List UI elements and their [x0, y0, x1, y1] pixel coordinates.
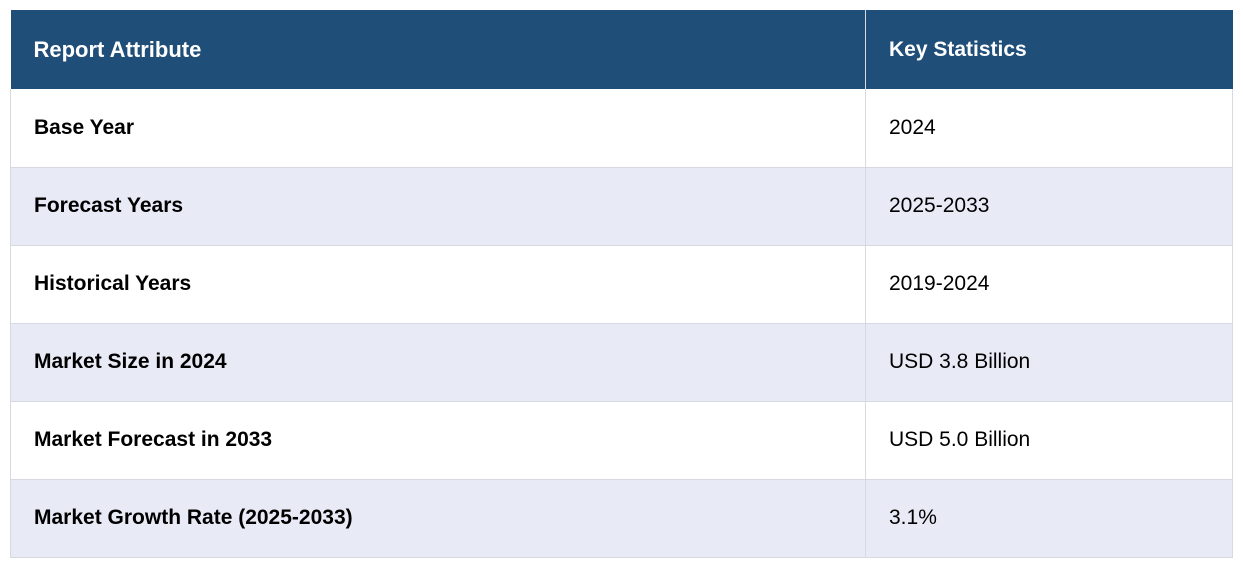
table-header: Report Attribute Key Statistics — [10, 10, 1233, 89]
report-stats-table: Report Attribute Key Statistics Base Yea… — [10, 10, 1233, 558]
header-key-statistics: Key Statistics — [865, 10, 1233, 89]
row-value: 2025-2033 — [865, 167, 1233, 246]
table-row: Historical Years 2019-2024 — [10, 245, 1233, 324]
table-row: Market Forecast in 2033 USD 5.0 Billion — [10, 401, 1233, 480]
row-attribute: Market Forecast in 2033 — [10, 401, 866, 480]
row-value: 2024 — [865, 89, 1233, 168]
row-value: USD 3.8 Billion — [865, 323, 1233, 402]
row-attribute: Market Growth Rate (2025-2033) — [10, 479, 866, 558]
table-row: Forecast Years 2025-2033 — [10, 167, 1233, 246]
header-report-attribute: Report Attribute — [10, 10, 866, 89]
row-value: USD 5.0 Billion — [865, 401, 1233, 480]
table-row: Market Growth Rate (2025-2033) 3.1% — [10, 479, 1233, 558]
row-value: 2019-2024 — [865, 245, 1233, 324]
table-row: Market Size in 2024 USD 3.8 Billion — [10, 323, 1233, 402]
row-value: 3.1% — [865, 479, 1233, 558]
header-row: Report Attribute Key Statistics — [10, 10, 1233, 89]
row-attribute: Base Year — [10, 89, 866, 168]
table-body: Base Year 2024 Forecast Years 2025-2033 … — [10, 89, 1233, 558]
row-attribute: Forecast Years — [10, 167, 866, 246]
row-attribute: Historical Years — [10, 245, 866, 324]
table-row: Base Year 2024 — [10, 89, 1233, 168]
row-attribute: Market Size in 2024 — [10, 323, 866, 402]
